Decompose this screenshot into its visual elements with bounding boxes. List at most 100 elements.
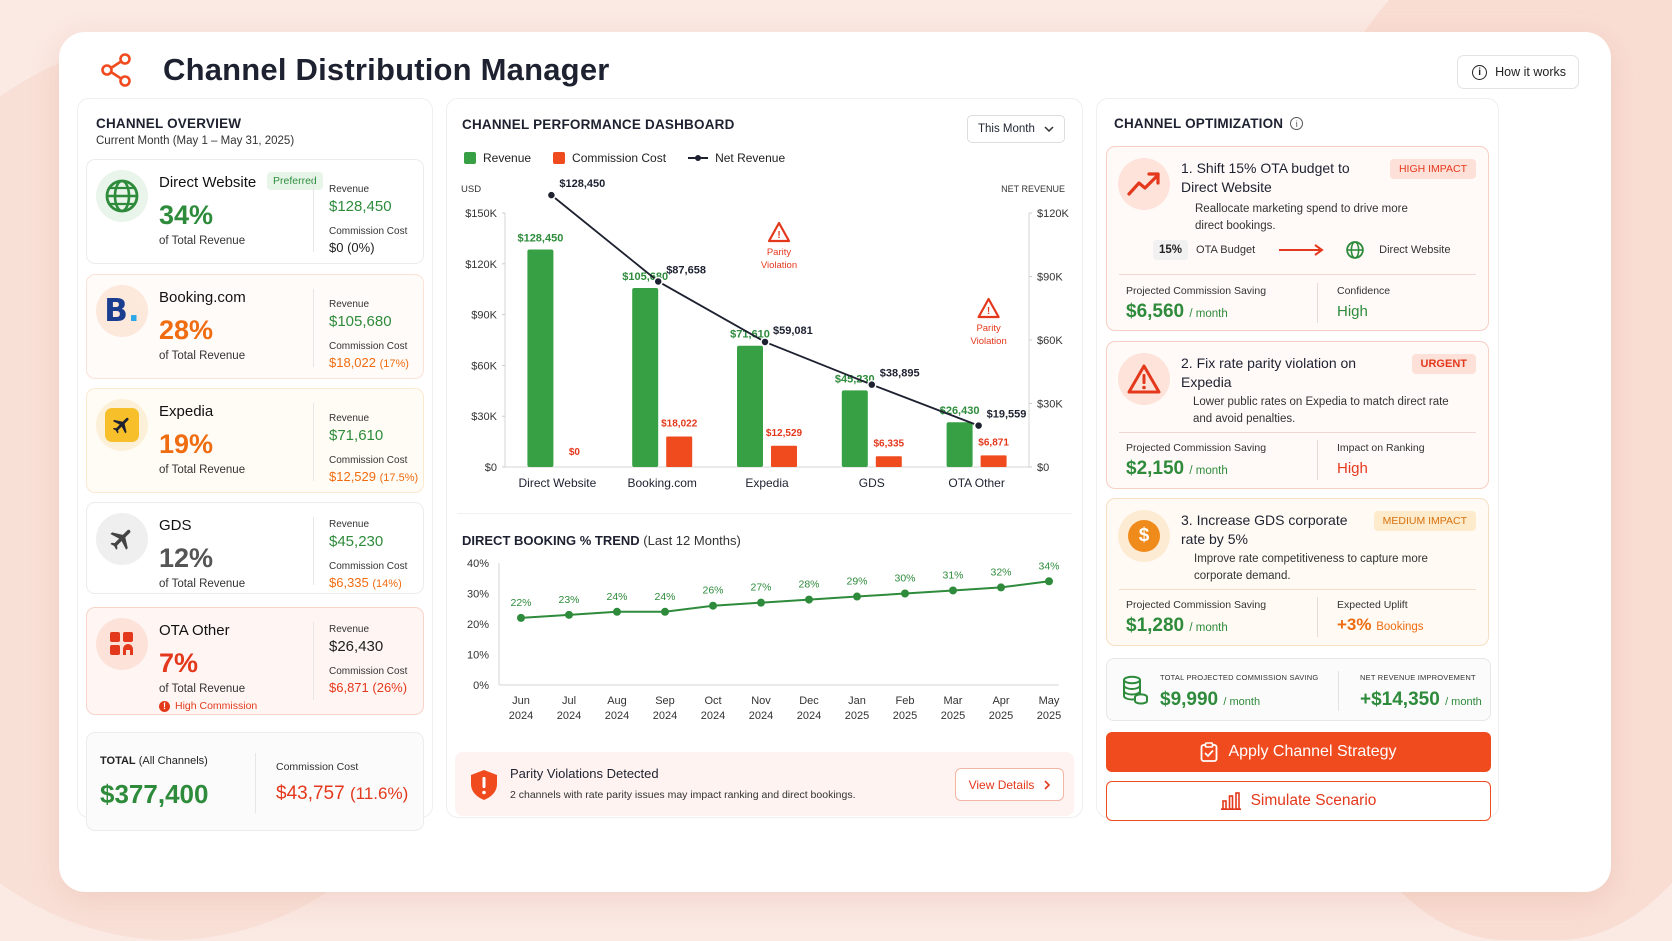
warning-triangle-icon bbox=[1118, 353, 1170, 405]
flow-pct: 15% bbox=[1153, 240, 1189, 260]
simulate-scenario-button[interactable]: Simulate Scenario bbox=[1106, 781, 1491, 821]
trend-data-label: 32% bbox=[990, 566, 1011, 578]
channel-card-ota-other[interactable]: OTA Other 7% of Total Revenue ! High Comm… bbox=[86, 607, 424, 715]
trend-data-label: 30% bbox=[894, 573, 915, 585]
channel-card-booking[interactable]: B. Booking.com 28% of Total Revenue Reve… bbox=[86, 274, 424, 379]
view-details-button[interactable]: View Details bbox=[955, 768, 1064, 801]
commission-value: $18,022 (17%) bbox=[329, 355, 409, 370]
metric-value: $1,280 / month bbox=[1126, 615, 1228, 636]
trend-point bbox=[613, 607, 621, 616]
trend-line bbox=[520, 580, 1050, 619]
period-dropdown[interactable]: This Month bbox=[967, 115, 1065, 143]
revenue-value: $128,450 bbox=[329, 198, 392, 215]
channel-name: Direct Website bbox=[159, 174, 257, 191]
commission-bar bbox=[666, 436, 693, 467]
x-tick-year: 2025 bbox=[989, 710, 1013, 722]
recommendation-card-2[interactable]: 2. Fix rate parity violation on Expedia … bbox=[1106, 341, 1489, 489]
x-tick-year: 2025 bbox=[1037, 710, 1061, 722]
metric-value: $6,560 / month bbox=[1126, 301, 1228, 322]
view-details-label: View Details bbox=[968, 777, 1035, 792]
high-commission-warning: ! High Commission bbox=[159, 700, 257, 712]
preferred-badge: Preferred bbox=[267, 172, 323, 190]
recommendation-card-3[interactable]: $ 3. Increase GDS corporate rate by 5% M… bbox=[1106, 498, 1489, 646]
revenue-data-label: $128,450 bbox=[517, 232, 563, 244]
savings-summary: TOTAL PROJECTED COMMISSION SAVING $9,990… bbox=[1106, 658, 1491, 721]
chevron-right-icon bbox=[1044, 779, 1051, 790]
trending-up-icon bbox=[1118, 158, 1170, 210]
total-commission: $43,757 (11.6%) bbox=[276, 783, 409, 804]
x-tick-year: 2024 bbox=[557, 710, 581, 722]
y-tick-label: 40% bbox=[467, 558, 489, 570]
share-icon bbox=[101, 53, 131, 87]
x-tick-month: Apr bbox=[992, 695, 1009, 707]
channel-share: 12% bbox=[159, 543, 214, 573]
revenue-bar bbox=[946, 422, 973, 467]
channel-card-expedia[interactable]: Expedia 19% of Total Revenue Revenue $71… bbox=[86, 388, 424, 493]
net-revenue-label: $19,559 bbox=[987, 409, 1027, 421]
metric-label: Projected Commission Saving bbox=[1126, 599, 1267, 611]
net-revenue-point bbox=[653, 276, 663, 287]
net-revenue-label: $38,895 bbox=[880, 368, 920, 380]
y-tick-label: $60K bbox=[471, 360, 497, 372]
right-axis-label: NET REVENUE bbox=[1001, 184, 1065, 194]
trend-point bbox=[709, 601, 717, 610]
commission-value: $6,871 (26%) bbox=[329, 680, 408, 695]
trend-data-label: 31% bbox=[942, 569, 963, 581]
simulate-label: Simulate Scenario bbox=[1250, 792, 1377, 809]
y-tick-label: $0 bbox=[485, 462, 497, 474]
metric-value: +3% Bookings bbox=[1337, 615, 1424, 634]
net-value: +$14,350 / month bbox=[1360, 689, 1482, 710]
channel-card-gds[interactable]: GDS 12% of Total Revenue Revenue $45,230… bbox=[86, 502, 424, 594]
channel-card-direct-website[interactable]: Direct Website Preferred 34% of Total Re… bbox=[86, 159, 424, 264]
revenue-value: $45,230 bbox=[329, 533, 384, 550]
how-it-works-label: How it works bbox=[1495, 65, 1566, 79]
recommendation-card-1[interactable]: 1. Shift 15% OTA budget to Direct Websit… bbox=[1106, 146, 1489, 331]
x-tick-month: Feb bbox=[896, 695, 915, 707]
optimization-header: CHANNEL OPTIMIZATION i bbox=[1114, 116, 1304, 131]
trend-point bbox=[949, 586, 957, 595]
net-revenue-point bbox=[760, 337, 770, 347]
warning-triangle-icon bbox=[977, 297, 1000, 319]
channel-name: OTA Other bbox=[159, 622, 230, 639]
commission-data-label: $6,335 bbox=[874, 438, 905, 449]
y-tick-label: $150K bbox=[465, 208, 497, 220]
apply-label: Apply Channel Strategy bbox=[1228, 743, 1397, 760]
x-tick-month: Aug bbox=[607, 695, 627, 707]
trend-point bbox=[805, 595, 813, 604]
y2-tick-label: $120K bbox=[1037, 208, 1069, 220]
direct-booking-trend-chart: 0% 10% 20% 30% 40% 22% Jun 2024 23% Jul 2024 24% Aug… bbox=[467, 558, 1061, 722]
y-tick-label: 30% bbox=[467, 589, 489, 601]
trend-data-label: 27% bbox=[750, 582, 771, 594]
commission-label: Commission Cost bbox=[329, 455, 408, 466]
legend-revenue: Revenue bbox=[483, 151, 532, 165]
net-revenue-line bbox=[550, 194, 979, 427]
revenue-value: $71,610 bbox=[329, 427, 384, 444]
apply-strategy-button[interactable]: Apply Channel Strategy bbox=[1106, 732, 1491, 772]
chevron-down-icon bbox=[1044, 126, 1054, 132]
y2-tick-label: $60K bbox=[1037, 335, 1063, 347]
commission-data-label: $6,871 bbox=[978, 437, 1009, 448]
x-tick-year: 2024 bbox=[509, 710, 533, 722]
shield-alert-icon bbox=[471, 770, 497, 800]
revenue-bar bbox=[737, 345, 763, 467]
metric-value: $2,150 / month bbox=[1126, 458, 1228, 479]
performance-dashboard-panel: CHANNEL PERFORMANCE DASHBOARD This Month… bbox=[446, 98, 1083, 818]
trend-data-label: 26% bbox=[702, 585, 723, 597]
how-it-works-button[interactable]: i How it works bbox=[1457, 55, 1579, 89]
medium-impact-badge: MEDIUM IMPACT bbox=[1373, 511, 1476, 531]
rec-desc: Improve rate competitiveness to capture … bbox=[1194, 553, 1428, 582]
saving-value: $9,990 / month bbox=[1160, 689, 1261, 710]
x-tick-month: Jul bbox=[562, 695, 576, 707]
share-label: of Total Revenue bbox=[159, 350, 246, 362]
info-icon: i bbox=[1290, 117, 1304, 130]
parity-title: Parity Violations Detected bbox=[510, 766, 659, 781]
channel-name: Booking.com bbox=[159, 289, 246, 306]
metric-label: Impact on Ranking bbox=[1337, 442, 1425, 454]
dollar-icon: $ bbox=[1118, 510, 1170, 562]
svg-text:!: ! bbox=[777, 230, 780, 241]
trend-point bbox=[1045, 577, 1053, 586]
commission-label: Commission Cost bbox=[329, 561, 408, 572]
x-tick-year: 2025 bbox=[893, 710, 917, 722]
urgent-badge: URGENT bbox=[1411, 354, 1476, 374]
globe-icon bbox=[96, 170, 148, 222]
